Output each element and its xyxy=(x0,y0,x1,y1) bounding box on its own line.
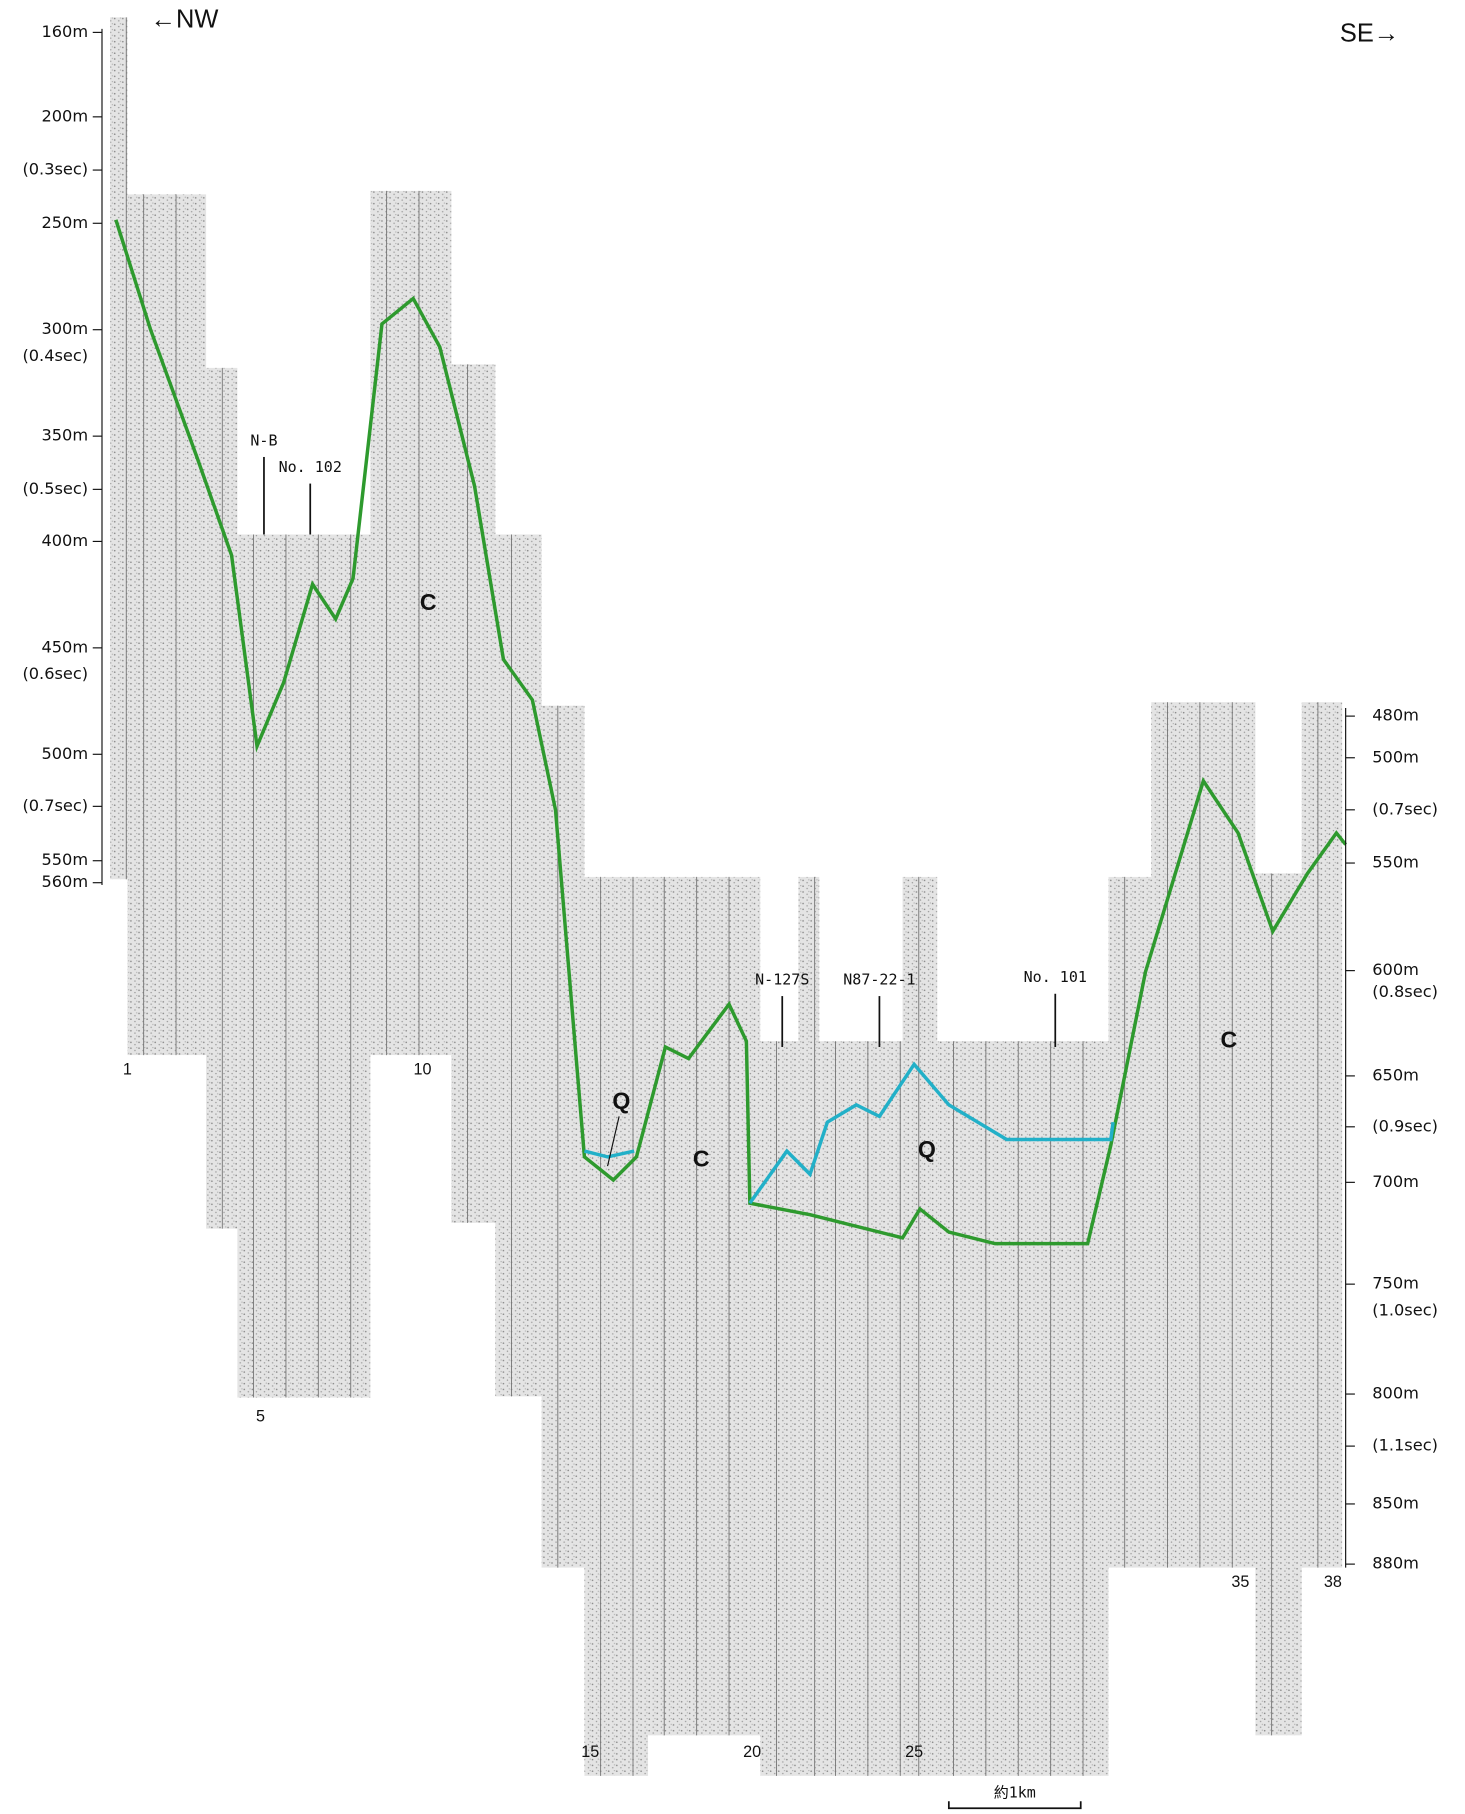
right-axis-label: 550m xyxy=(1372,853,1419,872)
panel xyxy=(127,194,207,1056)
panel xyxy=(1301,702,1343,1568)
q-horizon xyxy=(583,1061,1115,1205)
direction-left: ←NW xyxy=(151,6,219,34)
right-axis-label: 800m xyxy=(1372,1384,1419,1403)
scale-bar-label: 約1km xyxy=(994,1784,1036,1802)
right-axis-label: (1.1sec) xyxy=(1372,1436,1438,1455)
c-horizon xyxy=(114,219,1348,1246)
left-axis-label: (0.5sec) xyxy=(22,479,88,498)
shot-point: 5 xyxy=(256,1407,265,1425)
right-axis-label: 850m xyxy=(1372,1493,1419,1512)
panel xyxy=(648,876,761,1736)
shot-point: 38 xyxy=(1324,1573,1342,1591)
panel xyxy=(237,534,371,1398)
panel xyxy=(760,1041,799,1776)
right-axis-label: (1.0sec) xyxy=(1372,1300,1438,1319)
shot-point: 10 xyxy=(413,1060,431,1078)
unit-label: Q xyxy=(612,1088,630,1114)
panel xyxy=(206,367,238,1229)
well-label: N87-22-1 xyxy=(843,970,915,988)
scale-bar xyxy=(947,1801,1082,1810)
unit-label: Q xyxy=(918,1136,936,1162)
well-label: No. 101 xyxy=(1024,968,1087,986)
left-axis-label: 550m xyxy=(41,850,88,869)
left-axis-label: 160m xyxy=(41,22,88,41)
right-axis-label: (0.8sec) xyxy=(1372,982,1438,1001)
shot-point: 1 xyxy=(123,1060,132,1078)
shot-point: 35 xyxy=(1231,1573,1249,1591)
panel xyxy=(798,876,820,1776)
left-axis-label: 560m xyxy=(41,872,88,891)
panel xyxy=(541,705,585,1568)
shot-point: 20 xyxy=(743,1743,761,1761)
panel xyxy=(1255,873,1302,1736)
unit-label: C xyxy=(420,589,437,615)
panel xyxy=(584,876,649,1776)
panel xyxy=(819,1041,903,1776)
leader xyxy=(606,1116,620,1167)
left-axis-label: 200m xyxy=(41,106,88,125)
left-axis-label: (0.3sec) xyxy=(22,160,88,179)
well-label: N-B xyxy=(250,431,277,449)
unit-label: C xyxy=(1220,1026,1237,1052)
well-label: N-127S xyxy=(755,970,809,988)
left-axis-label: (0.7sec) xyxy=(22,796,88,815)
panel xyxy=(495,534,542,1397)
right-axis-label: 480m xyxy=(1372,706,1419,725)
left-axis-label: (0.6sec) xyxy=(22,664,88,683)
direction-right: SE→ xyxy=(1340,19,1399,47)
left-axis-label: (0.4sec) xyxy=(22,346,88,365)
seismic-panels xyxy=(110,17,1343,1776)
left-axis-label: 300m xyxy=(41,319,88,338)
left-axis-label: 250m xyxy=(41,213,88,232)
right-axis-label: 600m xyxy=(1372,960,1419,979)
panel xyxy=(1151,702,1256,1568)
left-axis-label: 450m xyxy=(41,637,88,656)
shot-point: 25 xyxy=(905,1743,923,1761)
panel xyxy=(451,364,496,1223)
left-axis-label: 400m xyxy=(41,531,88,550)
panel xyxy=(902,876,938,1776)
shot-point: 15 xyxy=(581,1743,599,1761)
left-axis-label: 500m xyxy=(41,744,88,763)
right-axis-label: 750m xyxy=(1372,1274,1419,1293)
right-axis-label: 650m xyxy=(1372,1065,1419,1084)
panel xyxy=(110,17,128,880)
right-axis-label: 500m xyxy=(1372,747,1419,766)
right-axis-label: (0.9sec) xyxy=(1372,1116,1438,1135)
well-label: No. 102 xyxy=(279,458,342,476)
right-axis-label: (0.7sec) xyxy=(1372,799,1438,818)
panel xyxy=(937,1041,1109,1776)
panel xyxy=(1108,876,1152,1568)
panel xyxy=(370,190,452,1056)
unit-label: C xyxy=(693,1145,710,1171)
right-axis-label: 700m xyxy=(1372,1172,1419,1191)
right-axis-label: 880m xyxy=(1372,1554,1419,1573)
left-axis-label: 350m xyxy=(41,426,88,445)
